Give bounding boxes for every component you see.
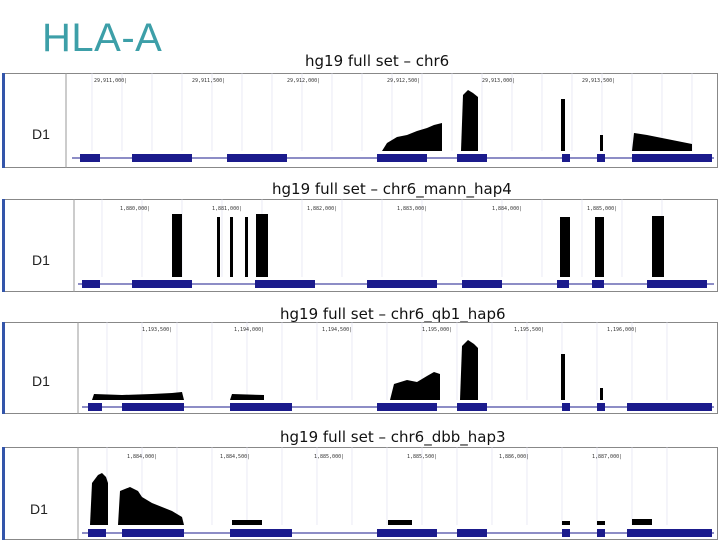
- panel-4-coord-2: 1,884,500|: [220, 454, 250, 460]
- panel-2-coord-6: 1,885,000|: [587, 206, 617, 212]
- genome-browser-panel-1[interactable]: 29,911,000| 29,911,500| 29,912,000| 29,9…: [2, 73, 718, 168]
- panel-1-coverage: [382, 90, 692, 151]
- panel-3-coverage: [92, 340, 603, 400]
- panel-1-coord-1: 29,911,000|: [94, 78, 127, 84]
- panel-2-track-label: D1: [32, 252, 50, 268]
- panel-3-side-bar: [2, 322, 5, 414]
- panel-3-coord-1: 1,193,500|: [142, 327, 172, 333]
- panel-1-coord-5: 29,913,000|: [482, 78, 515, 84]
- panel-4-label: hg19 full set – chr6_dbb_hap3: [280, 428, 506, 446]
- panel-2-gene-track: [78, 280, 714, 288]
- panel-1-label: hg19 full set – chr6: [305, 52, 450, 70]
- panel-3-track-label: D1: [32, 373, 50, 389]
- panel-2-coord-3: 1,882,000|: [307, 206, 337, 212]
- genome-browser-panel-2[interactable]: 1,880,000| 1,881,000| 1,882,000| 1,883,0…: [2, 199, 718, 292]
- panel-4-coord-6: 1,887,000|: [592, 454, 622, 460]
- panel-3-svg: 1,193,500| 1,194,000| 1,194,500| 1,195,0…: [2, 322, 718, 414]
- panel-3-label: hg19 full set – chr6_qb1_hap6: [280, 305, 506, 323]
- genome-browser-panel-4[interactable]: 1,884,000| 1,884,500| 1,885,000| 1,885,5…: [2, 447, 718, 540]
- panel-4-coord-3: 1,885,000|: [314, 454, 344, 460]
- panel-4-coverage: [90, 473, 652, 525]
- panel-1-coord-6: 29,913,500|: [582, 78, 615, 84]
- panel-1-side-bar: [2, 73, 5, 168]
- panel-3-coord-5: 1,195,500|: [514, 327, 544, 333]
- panel-1-coord-3: 29,912,000|: [287, 78, 320, 84]
- panel-2-coverage: [172, 214, 664, 277]
- panel-4-coord-5: 1,886,000|: [499, 454, 529, 460]
- panel-1-coord-2: 29,911,500|: [192, 78, 225, 84]
- panel-3-coord-4: 1,195,000|: [422, 327, 452, 333]
- panel-4-gene-track: [82, 529, 714, 537]
- slide-title: HLA-A: [42, 16, 163, 60]
- panel-2-coord-1: 1,880,000|: [120, 206, 150, 212]
- panel-2-coord-5: 1,884,000|: [492, 206, 522, 212]
- panel-2-side-bar: [2, 199, 5, 292]
- panel-3-coord-2: 1,194,000|: [234, 327, 264, 333]
- panel-4-svg: 1,884,000| 1,884,500| 1,885,000| 1,885,5…: [2, 447, 718, 540]
- panel-3-gene-track: [82, 403, 714, 411]
- panel-1-coord-4: 29,912,500|: [387, 78, 420, 84]
- panel-4-coord-4: 1,885,500|: [407, 454, 437, 460]
- panel-2-coord-2: 1,881,000|: [212, 206, 242, 212]
- panel-4-track-label: D1: [30, 501, 48, 517]
- panel-1-gene-track: [72, 154, 714, 162]
- panel-4-side-bar: [2, 447, 5, 540]
- panel-3-coord-3: 1,194,500|: [322, 327, 352, 333]
- panel-2-label: hg19 full set – chr6_mann_hap4: [272, 180, 512, 198]
- panel-4-grid: [106, 447, 668, 525]
- panel-1-track-label: D1: [32, 126, 50, 142]
- panel-3-coord-6: 1,196,000|: [607, 327, 637, 333]
- genome-browser-panel-3[interactable]: 1,193,500| 1,194,000| 1,194,500| 1,195,0…: [2, 322, 718, 414]
- panel-4-coord-1: 1,884,000|: [127, 454, 157, 460]
- panel-1-svg: 29,911,000| 29,911,500| 29,912,000| 29,9…: [2, 73, 718, 168]
- panel-2-svg: 1,880,000| 1,881,000| 1,882,000| 1,883,0…: [2, 199, 718, 292]
- panel-2-coord-4: 1,883,000|: [397, 206, 427, 212]
